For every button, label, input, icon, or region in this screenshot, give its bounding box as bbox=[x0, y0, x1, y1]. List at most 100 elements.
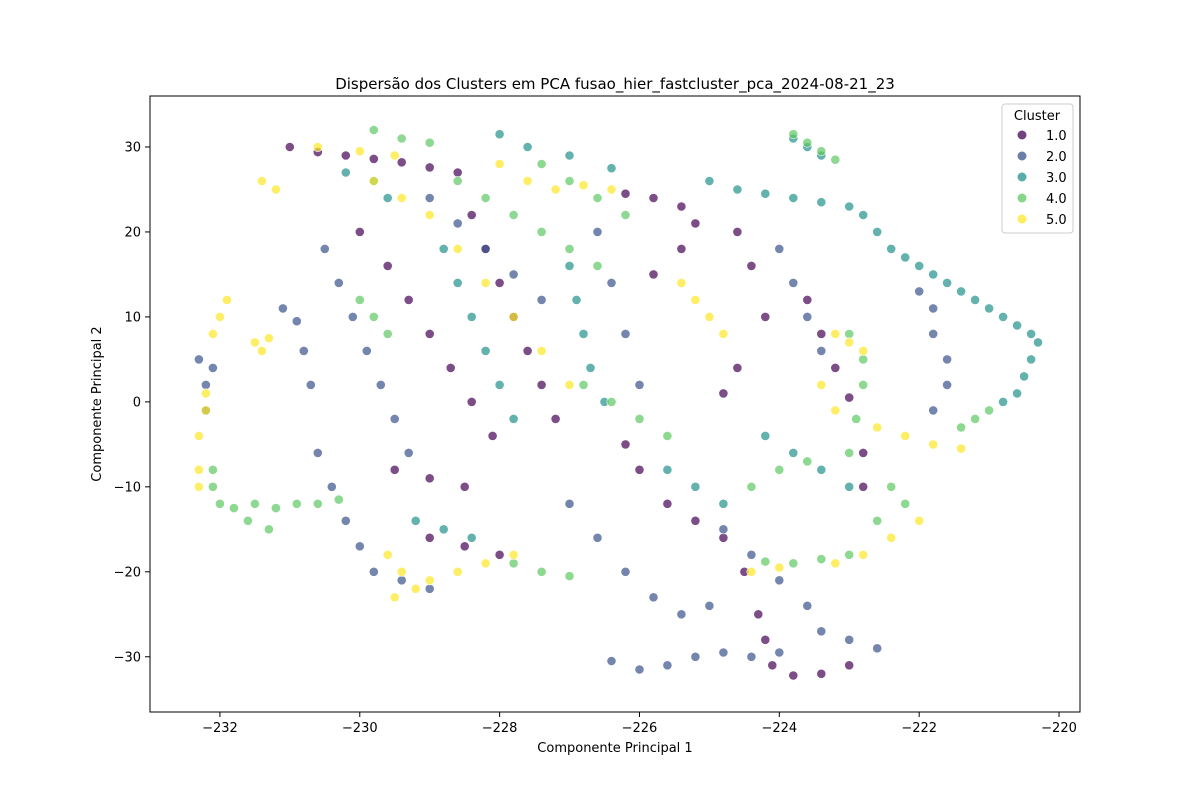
data-point bbox=[928, 328, 939, 339]
data-point bbox=[424, 532, 435, 543]
data-point bbox=[207, 464, 218, 475]
ticks-layer: −232 −230 −228 −226 −224 −222 −220 −30 −20 −10 0 10… bbox=[114, 140, 1077, 736]
y-tick-label: 10 bbox=[124, 310, 141, 325]
series-cluster-5 bbox=[193, 142, 966, 603]
data-point bbox=[634, 464, 645, 475]
data-point bbox=[263, 524, 274, 535]
data-point bbox=[578, 328, 589, 339]
x-tick-label: −220 bbox=[1041, 721, 1077, 736]
x-tick-label: −228 bbox=[482, 721, 518, 736]
data-point bbox=[270, 503, 281, 513]
data-point bbox=[424, 583, 435, 594]
data-point bbox=[564, 498, 575, 509]
series-cluster-3 bbox=[340, 129, 1043, 543]
data-point bbox=[249, 498, 260, 509]
data-point bbox=[312, 447, 323, 458]
data-point bbox=[844, 481, 855, 492]
data-point bbox=[291, 316, 302, 327]
data-point bbox=[774, 243, 785, 254]
data-point bbox=[585, 362, 596, 373]
data-point bbox=[914, 515, 925, 526]
data-point bbox=[193, 481, 204, 492]
data-point bbox=[1026, 328, 1036, 339]
data-point bbox=[466, 210, 477, 220]
data-point bbox=[858, 549, 869, 560]
data-point bbox=[480, 345, 491, 356]
data-point bbox=[830, 154, 841, 165]
data-point bbox=[830, 558, 841, 569]
data-point bbox=[382, 328, 393, 339]
data-point bbox=[858, 354, 869, 365]
data-point bbox=[816, 379, 827, 390]
legend-entry: 4.0 bbox=[1017, 192, 1067, 207]
data-point bbox=[368, 311, 379, 322]
data-point bbox=[858, 481, 869, 492]
data-point bbox=[508, 269, 519, 280]
legend-entries: 1.0 2.0 3.0 4.0 5.0 bbox=[1017, 129, 1067, 228]
data-point bbox=[984, 405, 994, 416]
data-point bbox=[704, 311, 715, 322]
legend-label: 4.0 bbox=[1046, 192, 1067, 207]
data-point bbox=[522, 345, 533, 356]
legend-label: 1.0 bbox=[1046, 129, 1067, 144]
data-point bbox=[872, 226, 883, 237]
data-point bbox=[494, 159, 505, 169]
data-point bbox=[872, 643, 883, 654]
data-point bbox=[298, 345, 309, 356]
x-tick-label: −224 bbox=[761, 721, 797, 736]
data-point bbox=[970, 413, 980, 424]
data-point bbox=[305, 379, 316, 390]
x-tick-label: −222 bbox=[901, 721, 937, 736]
data-point bbox=[634, 664, 645, 675]
x-tick-label: −230 bbox=[342, 721, 378, 736]
data-point bbox=[578, 379, 589, 390]
data-point bbox=[984, 303, 994, 314]
data-point bbox=[970, 294, 980, 305]
data-point bbox=[634, 413, 645, 424]
data-point bbox=[858, 345, 869, 356]
legend-title: Cluster bbox=[1014, 109, 1061, 124]
data-point bbox=[284, 142, 295, 152]
data-point bbox=[816, 328, 827, 339]
legend-marker bbox=[1017, 151, 1027, 161]
data-point bbox=[774, 464, 785, 475]
data-point bbox=[389, 150, 400, 161]
data-point bbox=[774, 575, 785, 586]
data-point bbox=[564, 571, 575, 581]
data-point bbox=[319, 243, 330, 254]
data-point bbox=[872, 422, 883, 433]
data-point bbox=[858, 210, 869, 220]
data-point bbox=[536, 566, 547, 577]
data-point bbox=[746, 481, 757, 492]
data-point bbox=[676, 201, 687, 212]
data-point bbox=[354, 294, 365, 305]
data-point bbox=[193, 354, 204, 365]
data-point bbox=[452, 167, 463, 178]
data-point bbox=[452, 566, 463, 577]
data-point bbox=[466, 396, 477, 407]
x-tick-label: −232 bbox=[202, 721, 238, 736]
legend-marker bbox=[1017, 130, 1027, 140]
data-point bbox=[956, 443, 966, 454]
data-point bbox=[347, 311, 358, 322]
data-point bbox=[816, 146, 827, 157]
legend-marker bbox=[1017, 193, 1027, 203]
data-point bbox=[249, 337, 260, 348]
data-point bbox=[389, 413, 400, 424]
data-point bbox=[340, 150, 351, 161]
series-cluster-1 bbox=[284, 142, 869, 681]
data-point bbox=[361, 345, 372, 356]
y-tick-label: 20 bbox=[124, 225, 141, 240]
data-point bbox=[718, 647, 729, 658]
data-point bbox=[718, 388, 729, 399]
data-point bbox=[242, 515, 253, 526]
data-point bbox=[802, 600, 813, 611]
data-point bbox=[333, 277, 344, 288]
data-point bbox=[606, 163, 617, 174]
data-point bbox=[550, 184, 561, 195]
data-point bbox=[494, 277, 505, 288]
data-point bbox=[592, 226, 603, 237]
data-point bbox=[767, 660, 778, 671]
